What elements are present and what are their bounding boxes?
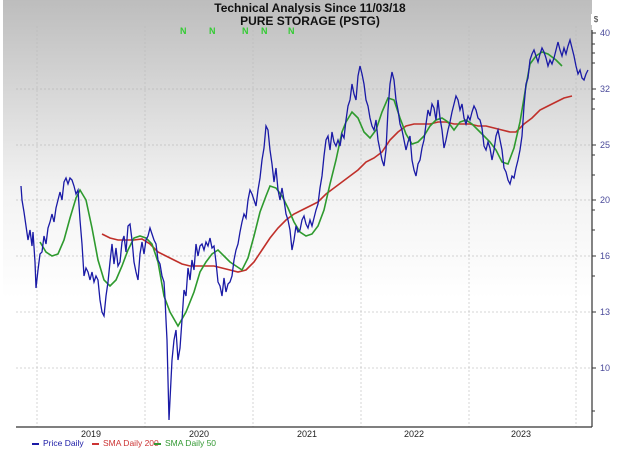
x-tick-label: 2022 — [403, 429, 425, 439]
y-tick-label: 13 — [600, 307, 611, 317]
plot-background — [3, 0, 592, 427]
signal-marker: N — [209, 26, 216, 36]
legend-item-price: Price Daily — [32, 438, 84, 448]
y-tick-label: 20 — [600, 195, 611, 205]
legend-swatch-icon — [92, 442, 99, 445]
x-tick-label: 2020 — [188, 429, 210, 439]
signal-marker: N — [180, 26, 187, 36]
legend-label: Price Daily — [43, 438, 84, 448]
y-tick-label: 40 — [600, 28, 611, 38]
sma-200-line — [101, 95, 573, 273]
legend-swatch-icon — [154, 442, 161, 445]
chart-title: Technical Analysis Since 11/03/18 — [214, 1, 406, 15]
legend-swatch-icon — [32, 442, 39, 445]
sma-50-line — [39, 51, 563, 328]
y-tick-label: 25 — [600, 140, 611, 150]
price-line — [20, 37, 589, 421]
legend-label: SMA Daily 50 — [165, 438, 217, 448]
signal-marker: N — [242, 26, 249, 36]
x-tick-label: 2019 — [80, 429, 102, 439]
vertical-gridlines — [36, 26, 577, 427]
y-tick-label: 10 — [600, 363, 611, 373]
chart-subtitle: PURE STORAGE (PSTG) — [240, 14, 380, 28]
currency-label: $ — [591, 14, 601, 25]
legend-label: SMA Daily 200 — [103, 438, 159, 448]
signal-marker: N — [261, 26, 268, 36]
signal-marker: N — [288, 26, 295, 36]
horizontal-gridlines — [16, 88, 592, 369]
y-tick-label: 32 — [600, 84, 611, 94]
x-tick-label: 2023 — [510, 429, 532, 439]
y-axis-ticks — [592, 32, 596, 412]
legend-item-sma50: SMA Daily 50 — [154, 438, 216, 448]
y-tick-label: 16 — [600, 251, 611, 261]
x-tick-label: 2021 — [296, 429, 318, 439]
axes — [16, 30, 593, 428]
legend-item-sma200: SMA Daily 200 — [92, 438, 159, 448]
